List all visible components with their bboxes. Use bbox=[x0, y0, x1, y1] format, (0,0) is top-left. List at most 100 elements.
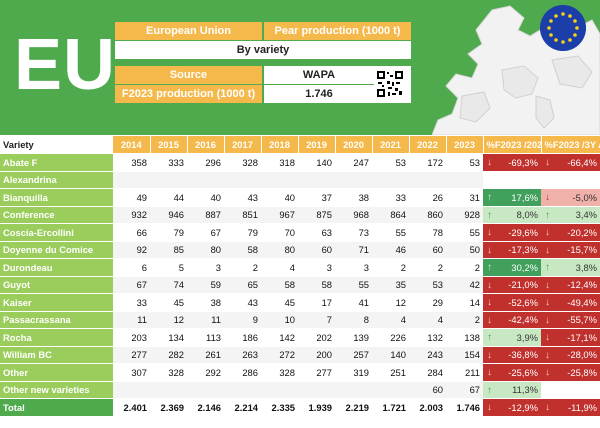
pct2-change-cell: ↓ -55,7% bbox=[541, 311, 600, 329]
pct2-change-cell: ↓ -5,0% bbox=[541, 188, 600, 207]
production-value: 284 bbox=[409, 363, 446, 382]
table-row: Passacrassana 11 12 11 9 10 7 8 4 4 2 ↓ -42,4% ↓ -55,7… bbox=[0, 311, 600, 329]
variety-name: Guyot bbox=[0, 276, 113, 294]
production-value: 92 bbox=[113, 241, 150, 259]
table-row: Conference 932 946 887 851 967 875 968 864 860 928… bbox=[0, 206, 600, 224]
info-row-source: Source WAPA bbox=[115, 66, 374, 84]
pct2-change-cell: ↓ -66,4% bbox=[541, 153, 600, 172]
production-value: 277 bbox=[298, 363, 335, 382]
production-value: 45 bbox=[261, 293, 298, 312]
pct1-change-cell: ↑ 17,6% bbox=[483, 188, 541, 207]
pct2-change-cell: ↓ -28,0% bbox=[541, 346, 600, 364]
production-value: 358 bbox=[113, 153, 150, 172]
production-value: 263 bbox=[224, 346, 261, 364]
pct1-change-cell bbox=[483, 171, 541, 189]
production-value bbox=[372, 381, 409, 399]
pct2-change-value: -5,0% bbox=[572, 191, 598, 203]
pct2-change-value: -11,9% bbox=[567, 401, 597, 413]
arrow-down-icon: ↓ bbox=[545, 244, 550, 256]
variety-name: Other new varieties bbox=[0, 381, 113, 399]
arrow-down-icon: ↓ bbox=[545, 402, 550, 413]
production-value: 139 bbox=[335, 328, 372, 347]
info-row-subtitle: By variety bbox=[115, 41, 411, 59]
pct2-change-cell: ↓ -12,4% bbox=[541, 276, 600, 294]
production-value: 6 bbox=[113, 258, 150, 277]
production-value: 35 bbox=[372, 276, 409, 294]
variety-name: Durondeau bbox=[0, 258, 113, 277]
production-value: 53 bbox=[446, 153, 483, 172]
production-value bbox=[335, 381, 372, 399]
production-value: 154 bbox=[446, 346, 483, 364]
arrow-down-icon: ↓ bbox=[545, 227, 550, 238]
production-value bbox=[113, 381, 150, 399]
eu-logo: EU bbox=[14, 25, 117, 105]
year-column-header: 2018 bbox=[261, 136, 299, 154]
pct2-change-value: -17,1% bbox=[567, 331, 597, 343]
production-value: 60 bbox=[409, 381, 446, 399]
production-value: 132 bbox=[409, 328, 446, 347]
variety-name: Coscia-Ercollini bbox=[0, 223, 113, 242]
production-value: 2 bbox=[372, 258, 409, 277]
production-value: 2 bbox=[409, 258, 446, 277]
production-value: 328 bbox=[150, 363, 187, 382]
variety-name: Doyenne du Comice bbox=[0, 241, 113, 259]
pct1-change-value: -69,3% bbox=[508, 156, 538, 168]
pct1-change-cell: ↓ -69,3% bbox=[483, 153, 541, 172]
pct2-change-cell: ↓ -49,4% bbox=[541, 293, 600, 312]
pct1-change-value: -25,6% bbox=[508, 366, 538, 378]
year-column-header: 2016 bbox=[187, 136, 225, 154]
pct2-change-value: -12,4% bbox=[567, 279, 597, 291]
production-value: 41 bbox=[335, 293, 372, 312]
production-value bbox=[187, 381, 224, 399]
arrow-down-icon: ↓ bbox=[487, 314, 492, 326]
production-value: 53 bbox=[372, 153, 409, 172]
pct1-change-cell: ↓ -17,3% bbox=[483, 241, 541, 259]
pct1-change-value: 11,3% bbox=[512, 384, 538, 396]
pct2-change-cell: ↓ -15,7% bbox=[541, 241, 600, 259]
variety-name: Kaiser bbox=[0, 293, 113, 312]
production-value: 257 bbox=[335, 346, 372, 364]
production-value: 70 bbox=[261, 223, 298, 242]
pct1-change-cell: ↑ 3,9% bbox=[483, 328, 541, 347]
pct2-change-value: -28,0% bbox=[567, 349, 597, 361]
production-value: 5 bbox=[150, 258, 187, 277]
header-banner: EU European Union Pear production (1000 … bbox=[0, 0, 600, 135]
production-value: 968 bbox=[335, 206, 372, 224]
production-value bbox=[446, 171, 483, 189]
arrow-down-icon: ↓ bbox=[487, 157, 492, 168]
pct2-change-value: -15,7% bbox=[567, 244, 597, 256]
total-row: Total 2.401 2.369 2.146 2.214 2.335 1.939 2.219… bbox=[0, 398, 600, 417]
production-value: 80 bbox=[261, 241, 298, 259]
pct2-change-cell: ↓ -11,9% bbox=[541, 398, 600, 417]
variety-name: Bianquilla bbox=[0, 188, 113, 207]
pct1-change-cell: ↑ 11,3% bbox=[483, 381, 541, 399]
production-value: 226 bbox=[372, 328, 409, 347]
pct2-change-value: -20,2% bbox=[567, 226, 597, 238]
production-value: 60 bbox=[298, 241, 335, 259]
production-value: 202 bbox=[298, 328, 335, 347]
pct2-change-cell: ↓ -25,8% bbox=[541, 363, 600, 382]
pct2-change-value: 3,8% bbox=[575, 261, 597, 273]
production-value: 140 bbox=[298, 153, 335, 172]
eu-flag-icon bbox=[540, 5, 586, 51]
year-column-header: 2022 bbox=[409, 136, 447, 154]
production-value bbox=[372, 171, 409, 189]
pct2-change-value: -49,4% bbox=[567, 296, 597, 308]
variety-name: Passacrassana bbox=[0, 311, 113, 329]
production-value: 73 bbox=[335, 223, 372, 242]
production-value: 40 bbox=[261, 188, 298, 207]
production-value: 4 bbox=[372, 311, 409, 329]
production-value: 2 bbox=[446, 258, 483, 277]
production-value: 282 bbox=[150, 346, 187, 364]
production-value: 2.219 bbox=[335, 398, 372, 417]
pct1-change-cell: ↑ 30,2% bbox=[483, 258, 541, 277]
arrow-down-icon: ↓ bbox=[545, 192, 550, 203]
variety-name: Conference bbox=[0, 206, 113, 224]
arrow-down-icon: ↓ bbox=[545, 157, 550, 168]
production-value: 113 bbox=[187, 328, 224, 347]
arrow-down-icon: ↓ bbox=[487, 244, 492, 256]
production-value: 2.335 bbox=[261, 398, 298, 417]
production-value: 328 bbox=[261, 363, 298, 382]
production-value: 46 bbox=[372, 241, 409, 259]
production-value: 142 bbox=[261, 328, 298, 347]
